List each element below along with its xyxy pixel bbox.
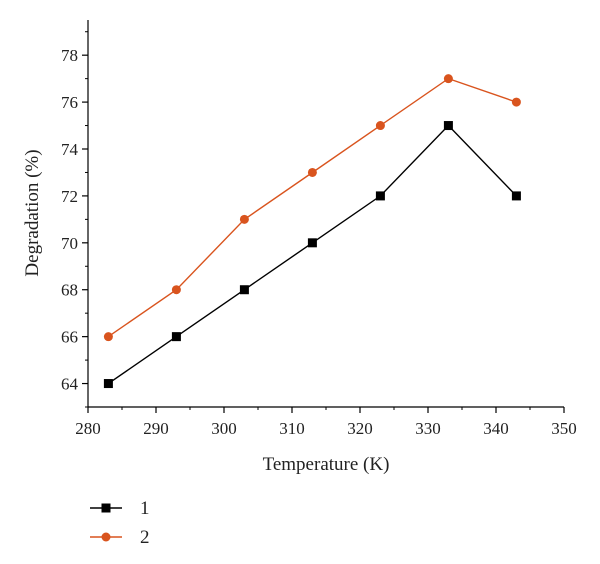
series-1-point xyxy=(171,332,181,342)
x-tick-label: 330 xyxy=(415,419,441,438)
series-1-point xyxy=(103,379,113,389)
x-tick-label: 300 xyxy=(211,419,237,438)
series-1-point xyxy=(511,191,521,201)
series-1-point xyxy=(375,191,385,201)
legend: 12 xyxy=(90,498,150,548)
series-2-point xyxy=(239,214,249,224)
x-ticks: 280 290 300 310 320 330 340 350 xyxy=(75,407,577,438)
y-tick-label: 68 xyxy=(61,281,78,300)
legend-marker-1 xyxy=(101,503,111,513)
legend-marker-2 xyxy=(101,532,111,542)
y-tick-label: 72 xyxy=(61,187,78,206)
legend-label-1: 1 xyxy=(140,498,150,519)
x-axis-title: Temperature (K) xyxy=(263,454,390,475)
y-tick-label: 78 xyxy=(61,46,78,65)
y-tick-label: 66 xyxy=(61,328,78,347)
y-tick-label: 76 xyxy=(61,93,78,112)
series-1-point xyxy=(307,238,317,248)
y-tick-label: 64 xyxy=(61,375,79,394)
series-2-point xyxy=(307,167,317,177)
y-tick-label: 70 xyxy=(61,234,78,253)
series-layer xyxy=(103,74,521,389)
x-tick-label: 320 xyxy=(347,419,373,438)
series-2-point xyxy=(375,121,385,131)
series-2-line xyxy=(108,77,517,338)
series-2-point xyxy=(171,285,181,295)
x-tick-label: 290 xyxy=(143,419,169,438)
x-tick-label: 340 xyxy=(483,419,509,438)
y-ticks: 64 66 68 70 72 74 76 78 xyxy=(61,31,88,408)
legend-label-2: 2 xyxy=(140,527,150,548)
x-tick-label: 280 xyxy=(75,419,101,438)
series-1-line xyxy=(108,124,517,385)
series-1-point xyxy=(443,121,453,131)
series-2-point xyxy=(443,74,453,84)
series-2-point xyxy=(511,97,521,107)
x-tick-label: 310 xyxy=(279,419,305,438)
y-axis-title: Degradation (%) xyxy=(22,149,43,276)
series-1-point xyxy=(239,285,249,295)
y-tick-label: 74 xyxy=(61,140,79,159)
x-tick-label: 350 xyxy=(551,419,577,438)
series-2-point xyxy=(103,332,113,342)
